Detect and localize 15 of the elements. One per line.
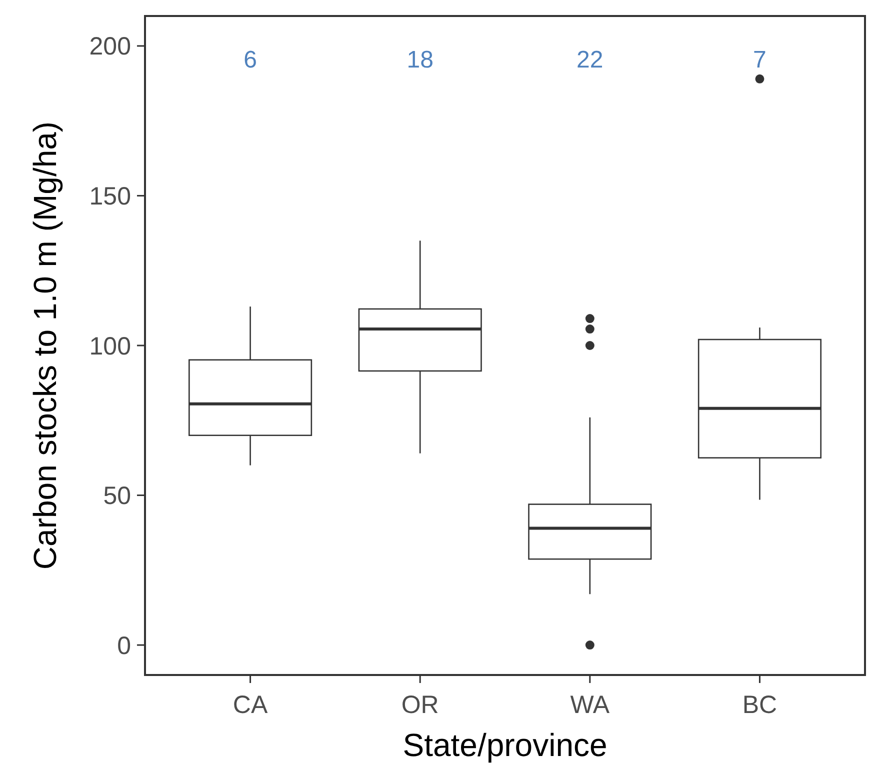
annotation: 22 <box>576 46 604 74</box>
x-tick-label: CA <box>232 691 268 719</box>
y-tick-label: 200 <box>89 32 131 61</box>
y-tick-label: 50 <box>103 482 131 510</box>
x-tick-label: WA <box>570 691 610 719</box>
x-axis-title: State/province <box>402 727 608 763</box>
y-tick-label: 150 <box>89 182 131 210</box>
annotation: 6 <box>244 46 257 74</box>
y-tick-label: 100 <box>89 332 131 360</box>
x-tick-label: BC <box>742 691 778 719</box>
y-axis-title: Carbon stocks to 1.0 m (Mg/ha) <box>27 121 63 570</box>
y-tick-label: 0 <box>117 632 131 660</box>
annotation: 18 <box>406 46 434 74</box>
annotation: 7 <box>753 46 766 74</box>
x-tick-label: OR <box>401 691 439 719</box>
